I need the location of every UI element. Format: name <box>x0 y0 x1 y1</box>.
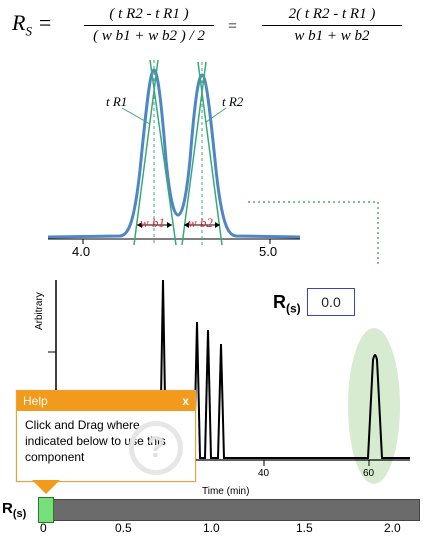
diagram-axis-left-label: 4.0 <box>72 244 91 259</box>
label-tr1: t R1 <box>106 94 128 109</box>
formula-fraction-2: 2( t R2 - t R1 ) w b1 + w b2 <box>262 6 402 45</box>
label-wb2: w b2 <box>188 215 213 230</box>
wb1-arrowhead-left <box>137 222 142 228</box>
wb2-arrowhead-right <box>215 222 220 228</box>
diagram-axis-right-label: 5.0 <box>259 244 278 259</box>
help-pointer-arrow <box>32 480 60 494</box>
resolution-formula: RS = ( t R2 - t R1 ) ( w b1 + w b2 ) / 2… <box>0 0 428 60</box>
x-tick-label-40: 40 <box>258 468 270 479</box>
tr1-pointer <box>121 107 151 125</box>
resolution-value-box: 0.0 <box>307 288 355 316</box>
formula-numerator-2: 2( t R2 - t R1 ) <box>288 6 376 22</box>
zoom-connector <box>248 201 379 265</box>
label-tr2: t R2 <box>222 94 244 109</box>
highlight-ellipse <box>348 328 400 484</box>
resolution-slider-track[interactable] <box>38 499 420 521</box>
formula-lhs: RS = <box>12 10 53 39</box>
formula-equals: = <box>228 18 238 35</box>
slider-tick-1-5: 1.5 <box>296 521 313 535</box>
peak-curve <box>47 68 301 239</box>
slider-tick-1-0: 1.0 <box>203 521 220 535</box>
slider-label: R(s) <box>2 500 27 520</box>
help-close-button[interactable]: x <box>182 394 189 408</box>
help-title: Help <box>23 394 48 408</box>
tr2-pointer <box>205 107 227 123</box>
resolution-label: R(s) <box>273 292 301 316</box>
help-popup: Help x Click and Drag where indicated be… <box>16 390 196 482</box>
formula-denominator-1: ( w b1 + w b2 ) / 2 <box>93 28 205 44</box>
formula-numerator-1: ( t R2 - t R1 ) <box>109 6 189 22</box>
formula-denominator-2: w b1 + w b2 <box>294 28 370 44</box>
slider-tick-0-5: 0.5 <box>115 521 132 535</box>
peak-resolution-diagram <box>47 59 379 265</box>
chromatogram-x-label: Time (min) <box>202 486 250 497</box>
formula-fraction-1: ( t R2 - t R1 ) ( w b1 + w b2 ) / 2 <box>84 6 214 45</box>
resolution-slider-handle[interactable] <box>38 497 54 523</box>
wb2-arrowhead-left <box>184 222 189 228</box>
help-header: Help x <box>17 391 195 411</box>
slider-tick-0: 0 <box>40 521 47 535</box>
slider-tick-2-0: 2.0 <box>384 521 401 535</box>
label-wb1: w b1 <box>140 215 165 230</box>
chromatogram-y-label: Arbitrary <box>34 292 45 330</box>
x-tick-label-60: 60 <box>363 468 375 479</box>
question-mark-icon: ? <box>129 421 183 475</box>
wb1-arrowhead-right <box>167 222 172 228</box>
